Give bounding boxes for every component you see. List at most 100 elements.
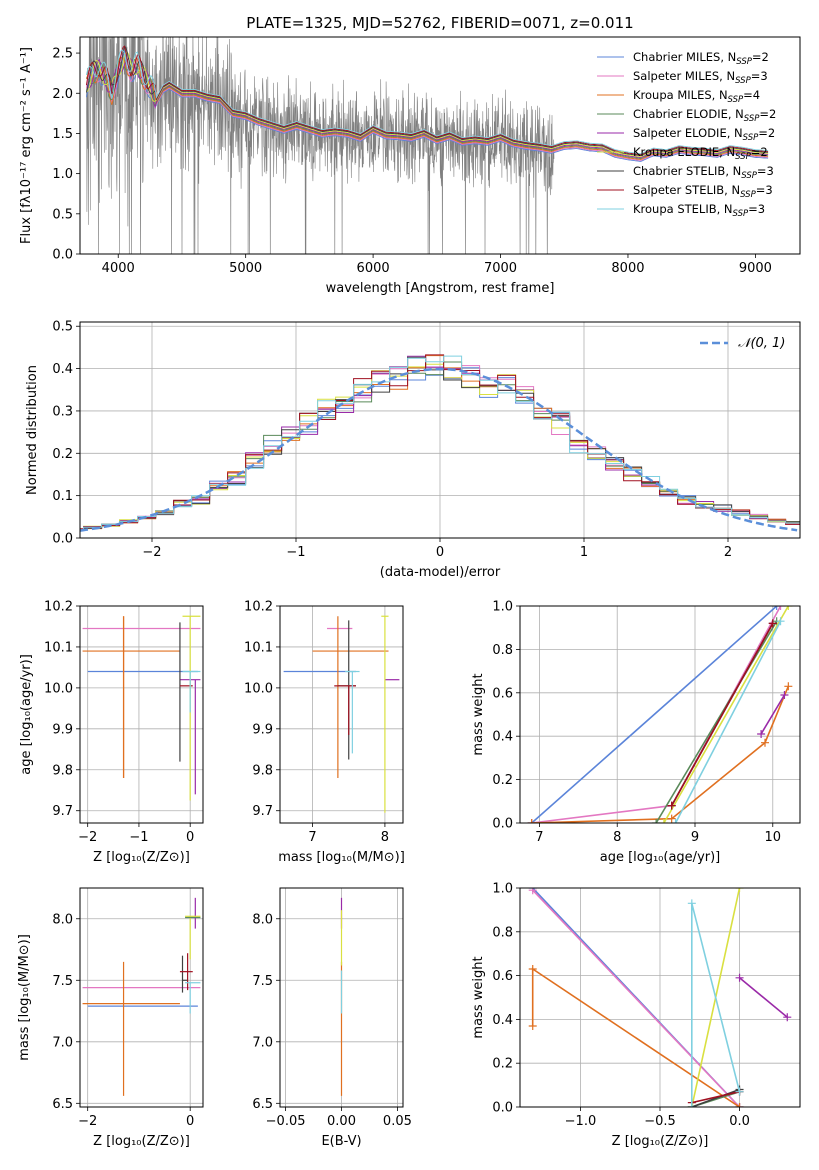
- y-tick-label: 7.0: [52, 1035, 73, 1050]
- marker-chabrier_miles: [772, 606, 781, 610]
- marker-chabrier_elodie: [652, 819, 661, 823]
- axes-frame: [79, 605, 204, 824]
- panel-weight-vs-Z: −1.0 −0.5 0.0 0.0 0.2 0.4 0.6 0.8 1.0 Z [log₁₀(Z/…: [471, 882, 801, 1149]
- marker-salpeter_elodie: [783, 1013, 792, 1022]
- x-tick-label: 0.05: [383, 1114, 412, 1129]
- x-tick-label: 5000: [229, 261, 262, 276]
- y-tick-label: 10.0: [44, 681, 73, 696]
- x-tick-label: 9000: [739, 261, 772, 276]
- marker-salpeter_stelib: [667, 801, 676, 810]
- errorbar-kroupa_stelib: [345, 670, 360, 754]
- series-chabrier_miles: [527, 606, 781, 823]
- marker-kroupa_stelib: [776, 617, 785, 626]
- x-axis-label: mass [log₁₀(M/M⊙)]: [278, 850, 405, 865]
- x-tick-label: 7: [308, 830, 316, 845]
- x-tick-label: 7: [535, 830, 543, 845]
- y-tick-label: 9.8: [52, 763, 73, 778]
- axes-frame: [519, 887, 801, 1108]
- x-tick-label: 0.00: [327, 1114, 356, 1129]
- y-axis-label: mass weight: [471, 956, 486, 1038]
- x-tick-label: −2: [78, 1114, 97, 1129]
- errorbar-salpeter_stelib: [179, 953, 193, 991]
- x-tick-label: 0: [436, 545, 444, 560]
- y-tick-label: 9.7: [52, 804, 73, 819]
- x-axis-label: E(B-V): [321, 1134, 361, 1149]
- legend-label: Kroupa STELIB, NSSP=3: [633, 202, 765, 219]
- marker-kroupa_miles: [528, 1021, 537, 1030]
- series-kroupa_elodie: [659, 606, 793, 823]
- y-tick-label: 10.2: [244, 600, 273, 615]
- marker-kroupa_miles: [528, 965, 537, 974]
- y-tick-label: 0.5: [52, 207, 73, 222]
- marker-salpeter_miles: [528, 888, 537, 895]
- y-tick-label: 7.0: [252, 1035, 273, 1050]
- errorbar-kroupa_elodie: [185, 915, 201, 960]
- marker-kroupa_miles: [735, 1103, 744, 1107]
- plot-area: [85, 37, 769, 254]
- x-tick-label: 6000: [357, 261, 390, 276]
- x-tick-label: 7000: [484, 261, 517, 276]
- x-tick-label: 0: [186, 830, 194, 845]
- y-tick-label: 0.4: [492, 730, 513, 745]
- series-kroupa_miles: [527, 682, 793, 823]
- y-tick-label: 6.5: [252, 1097, 273, 1112]
- y-tick-label: 0.0: [492, 817, 513, 832]
- gaussian-curve: [80, 367, 798, 532]
- x-tick-label: −1: [129, 830, 148, 845]
- grid: [80, 888, 203, 1107]
- errorbar-kroupa_miles: [312, 616, 389, 778]
- y-tick-label: 0.6: [492, 686, 513, 701]
- y-tick-label: 0.2: [492, 1057, 513, 1072]
- model-spectrum-line-kroupa_miles: [85, 56, 769, 160]
- legend-label: Salpeter ELODIE, NSSP=2: [633, 126, 775, 143]
- plot-area: [82, 897, 201, 1096]
- x-tick-label: 0: [186, 1114, 194, 1129]
- marker-kroupa_miles: [784, 682, 793, 691]
- panel-weight-vs-age: 7 8 9 10 0.0 0.2 0.4 0.6 0.8 1.0 age [log₁₀(age/yr…: [471, 600, 801, 865]
- model-spectrum-line-chabrier_miles: [85, 50, 769, 162]
- x-tick-label: −0.5: [644, 1114, 676, 1129]
- x-tick-label: 8: [613, 830, 621, 845]
- model-spectrum-line-chabrier_stelib: [85, 45, 769, 157]
- axes-frame: [79, 36, 801, 255]
- marker-kroupa_stelib: [735, 1087, 744, 1096]
- marker-kroupa_stelib: [687, 899, 696, 908]
- legend-label: Chabrier ELODIE, NSSP=2: [633, 107, 776, 124]
- y-tick-label: 9.9: [52, 722, 73, 737]
- x-tick-label: 10: [765, 830, 782, 845]
- y-tick-label: 0.8: [492, 925, 513, 940]
- errorbar-kroupa_miles: [82, 616, 180, 778]
- marker-kroupa_miles: [667, 814, 676, 823]
- y-tick-label: 10.1: [44, 640, 73, 655]
- y-tick-label: 0.0: [52, 248, 73, 263]
- y-tick-label: 9.9: [252, 722, 273, 737]
- panel-residuals: −2 −1 0 1 2 0.0 0.1 0.2 0.3 0.4 0.5 (data-model)/er…: [25, 320, 801, 580]
- series-salpeter_elodie: [757, 690, 789, 739]
- x-tick-label: 8: [381, 830, 389, 845]
- observed-spectrum-line: [86, 37, 555, 254]
- errorbar-chabrier_stelib: [181, 955, 188, 993]
- grid: [520, 605, 800, 824]
- errorbar-chabrier_stelib: [337, 620, 356, 760]
- y-axis-label: mass [log₁₀(M/M⊙)]: [17, 934, 32, 1061]
- y-tick-label: 7.5: [52, 974, 73, 989]
- model-spectrum-line-chabrier_elodie: [86, 58, 769, 159]
- panel-spectrum: 4000 5000 6000 7000 8000 9000 0.0 0.5 1.0 1.5 2.0 2…: [19, 36, 801, 296]
- figure-title: PLATE=1325, MJD=52762, FIBERID=0071, z=0…: [246, 14, 633, 32]
- legend-label: 𝒩(0, 1): [738, 336, 785, 351]
- y-tick-label: 2.0: [52, 87, 73, 102]
- y-tick-label: 0.3: [52, 404, 73, 419]
- axes-frame: [79, 887, 204, 1108]
- errorbar-kroupa_elodie: [381, 615, 389, 813]
- y-tick-label: 9.7: [252, 804, 273, 819]
- x-axis-label: (data-model)/error: [380, 565, 501, 580]
- y-tick-label: 0.2: [492, 773, 513, 788]
- series-chabrier_elodie: [652, 617, 781, 823]
- grid: [80, 605, 203, 823]
- legend-label: Salpeter STELIB, NSSP=3: [633, 183, 773, 200]
- y-tick-label: 10.1: [244, 640, 273, 655]
- legend-label: Kroupa MILES, NSSP=4: [633, 88, 760, 105]
- y-tick-label: 2.5: [52, 47, 73, 62]
- plot-area: [82, 615, 201, 801]
